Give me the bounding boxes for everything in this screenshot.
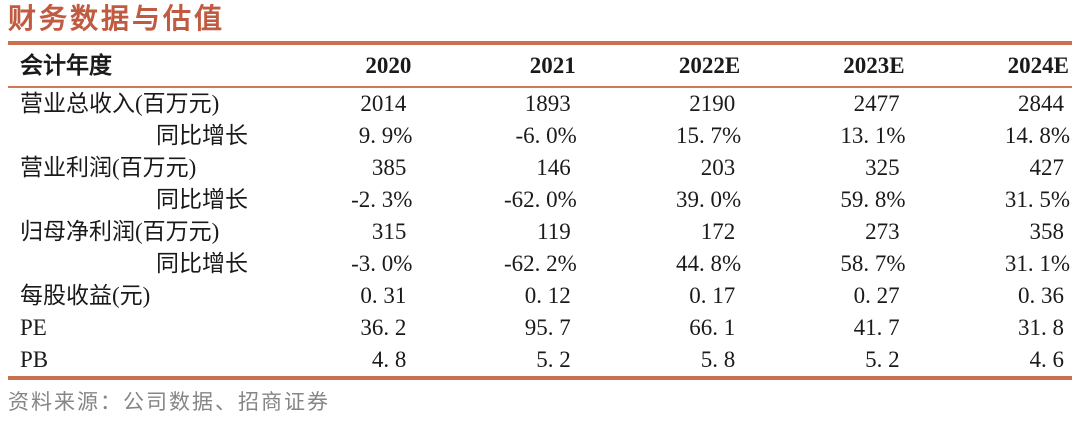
cell-value: 4. 8	[371, 347, 407, 372]
cell-value: 273	[865, 219, 900, 244]
cell-value: 0. 12	[524, 283, 571, 308]
header-year-2023e: 2023E	[843, 53, 905, 78]
cell-value: 2014	[360, 91, 407, 116]
table-row-pb: PB 4. 8 5. 2 5. 8 5. 2 4. 6	[8, 344, 1072, 376]
cell-value: 427	[1029, 155, 1064, 180]
cell-value: 2190	[689, 91, 736, 116]
cell-value: 2844	[1017, 91, 1064, 116]
table-row-eps: 每股收益(元) 0. 31 0. 12 0. 17 0. 27 0. 36	[8, 280, 1072, 312]
table-header-row: 会计年度 2020 2021 2022E 2023E 2024E	[8, 45, 1072, 88]
row-sublabel: 同比增长	[156, 251, 248, 276]
cell-value: 172	[700, 219, 736, 244]
financial-valuation-table: 会计年度 2020 2021 2022E 2023E 2024E 营业总收入(百…	[8, 41, 1072, 380]
cell-value: 0. 27	[853, 283, 900, 308]
cell-value: 1893	[524, 91, 571, 116]
table-row-net-profit: 归母净利润(百万元) 315 119 172 273 358	[8, 216, 1072, 248]
table-row-total-revenue: 营业总收入(百万元) 2014 1893 2190 2477 2844	[8, 88, 1072, 120]
cell-value: -6. 0%	[515, 123, 577, 148]
cell-value: 146	[536, 155, 571, 180]
row-label: 归母净利润(百万元)	[20, 219, 220, 244]
cell-value: 31. 8	[1017, 315, 1064, 340]
section-title: 财务数据与估值	[8, 4, 226, 35]
row-sublabel: 同比增长	[156, 187, 248, 212]
row-label: PE	[20, 315, 47, 340]
cell-value: 41. 7	[853, 315, 900, 340]
cell-value: -62. 2%	[503, 251, 577, 276]
cell-value: 119	[537, 219, 571, 244]
cell-value: 203	[700, 155, 736, 180]
cell-value: 14. 8%	[1004, 123, 1070, 148]
cell-value: 5. 2	[865, 347, 900, 372]
header-label-fiscal-year: 会计年度	[20, 53, 112, 78]
cell-value: 15. 7%	[676, 123, 742, 148]
cell-value: 95. 7	[524, 315, 571, 340]
cell-value: 31. 5%	[1004, 187, 1070, 212]
cell-value: 5. 2	[536, 347, 571, 372]
cell-value: -62. 0%	[503, 187, 577, 212]
cell-value: 13. 1%	[840, 123, 906, 148]
table-row-pe: PE 36. 2 95. 7 66. 1 41. 7 31. 8	[8, 312, 1072, 344]
cell-value: 385	[371, 155, 407, 180]
cell-value: 58. 7%	[840, 251, 906, 276]
cell-value: 0. 36	[1017, 283, 1064, 308]
header-year-2021: 2021	[529, 53, 576, 78]
row-label: PB	[20, 347, 49, 372]
cell-value: -2. 3%	[351, 187, 413, 212]
table-row-net-profit-yoy-growth: 同比增长 -3. 0% -62. 2% 44. 8% 58. 7% 31. 1%	[8, 248, 1072, 280]
cell-value: 315	[371, 219, 407, 244]
cell-value: 36. 2	[360, 315, 407, 340]
cell-value: 358	[1029, 219, 1064, 244]
row-sublabel: 同比增长	[156, 123, 248, 148]
cell-value: 325	[865, 155, 900, 180]
cell-value: 0. 17	[689, 283, 736, 308]
cell-value: 0. 31	[360, 283, 407, 308]
header-year-2024e: 2024E	[1007, 53, 1069, 78]
cell-value: 31. 1%	[1004, 251, 1070, 276]
source-note: 资料来源：公司数据、招商证券	[8, 390, 330, 414]
cell-value: 59. 8%	[840, 187, 906, 212]
cell-value: 2477	[853, 91, 900, 116]
table-row-revenue-yoy-growth: 同比增长 9. 9% -6. 0% 15. 7% 13. 1% 14. 8%	[8, 120, 1072, 152]
cell-value: 66. 1	[689, 315, 736, 340]
row-label: 营业利润(百万元)	[20, 155, 197, 180]
cell-value: 4. 6	[1029, 347, 1064, 372]
cell-value: 44. 8%	[676, 251, 742, 276]
header-year-2022e: 2022E	[678, 53, 741, 78]
table-row-operating-profit: 营业利润(百万元) 385 146 203 325 427	[8, 152, 1072, 184]
row-label: 每股收益(元)	[20, 283, 151, 308]
cell-value: 9. 9%	[358, 123, 413, 148]
table-row-operating-profit-yoy-growth: 同比增长 -2. 3% -62. 0% 39. 0% 59. 8% 31. 5%	[8, 184, 1072, 216]
header-year-2020: 2020	[365, 53, 412, 78]
cell-value: -3. 0%	[351, 251, 413, 276]
cell-value: 5. 8	[700, 347, 736, 372]
cell-value: 39. 0%	[676, 187, 742, 212]
row-label: 营业总收入(百万元)	[20, 91, 220, 116]
